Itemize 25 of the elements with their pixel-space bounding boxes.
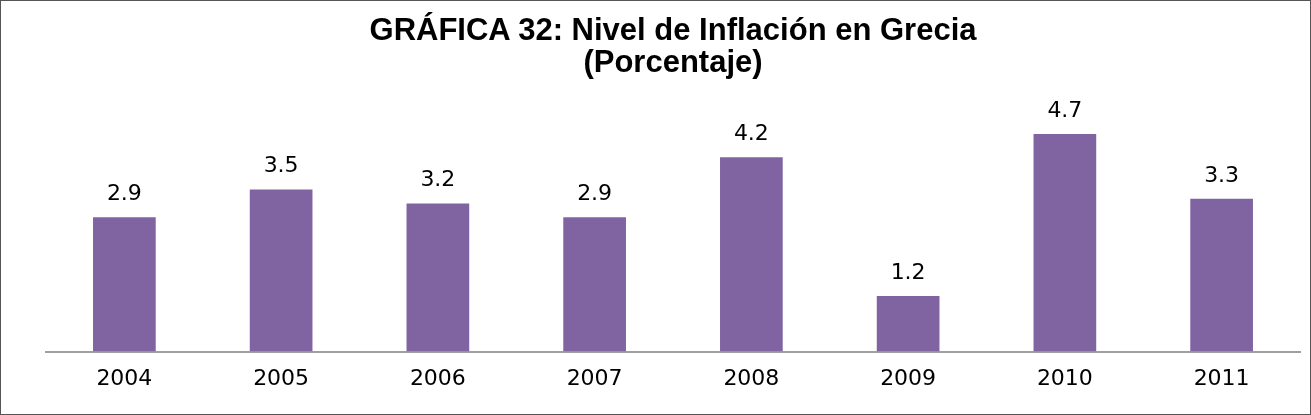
x-tick-label: 2010 — [1036, 364, 1093, 390]
x-tick-label: 2008 — [723, 364, 780, 390]
data-label: 1.2 — [890, 258, 926, 284]
bar — [720, 157, 783, 352]
data-label: 4.7 — [1047, 96, 1083, 122]
x-tick-label: 2007 — [566, 364, 623, 390]
data-label: 3.3 — [1204, 161, 1240, 187]
data-label: 2.9 — [577, 180, 613, 206]
x-tick-label: 2004 — [96, 364, 153, 390]
data-label: 3.2 — [420, 166, 456, 192]
x-tick-label: 2005 — [253, 364, 310, 390]
x-tick-label: 2006 — [409, 364, 466, 390]
bar — [93, 217, 156, 352]
bar — [249, 189, 313, 352]
bar — [1033, 133, 1097, 352]
bar — [1190, 198, 1253, 352]
data-label: 2.9 — [106, 180, 142, 206]
x-tick-label: 2011 — [1193, 364, 1250, 390]
chart-title: GRÁFICA 32: Nivel de Inflación en Grecia (Porcentaje) — [369, 11, 978, 80]
data-label: 3.5 — [263, 152, 299, 178]
bar — [406, 203, 470, 352]
bar — [563, 217, 626, 352]
bar — [876, 296, 940, 352]
x-tick-label: 2009 — [880, 364, 937, 390]
data-label: 4.2 — [733, 119, 769, 145]
